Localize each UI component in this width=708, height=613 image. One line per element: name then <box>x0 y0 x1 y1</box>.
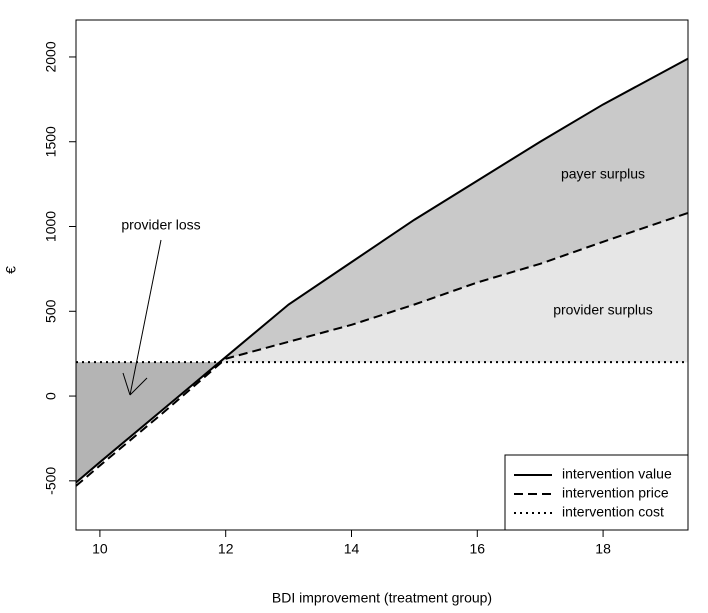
x-tick-label: 12 <box>218 541 234 557</box>
x-tick-label: 16 <box>470 541 486 557</box>
annotation: provider loss <box>121 217 200 233</box>
legend-label: intervention price <box>562 485 669 501</box>
annotation: provider surplus <box>553 302 653 318</box>
y-tick-label: -500 <box>43 467 59 495</box>
y-tick-label: 1500 <box>43 126 59 157</box>
annotation-arrow <box>122 239 162 396</box>
legend-label: intervention value <box>562 466 672 482</box>
legend <box>504 454 689 531</box>
plot-frame <box>75 19 689 531</box>
x-tick-label: 18 <box>595 541 611 557</box>
provider-surplus-area <box>221 212 688 363</box>
y-tick-label: 500 <box>43 299 59 323</box>
series-line <box>75 211 689 487</box>
series-line <box>75 57 689 484</box>
y-axis-label: € <box>3 266 19 274</box>
x-tick-label: 10 <box>92 541 108 557</box>
y-tick-label: 1000 <box>43 211 59 242</box>
x-axis-label: BDI improvement (treatment group) <box>272 590 492 606</box>
y-tick-label: 2000 <box>43 41 59 72</box>
x-tick-label: 14 <box>344 541 360 557</box>
legend-label: intervention cost <box>562 504 664 520</box>
annotation: payer surplus <box>561 166 645 182</box>
provider-loss-area <box>76 362 688 483</box>
y-tick-label: 0 <box>43 392 59 400</box>
